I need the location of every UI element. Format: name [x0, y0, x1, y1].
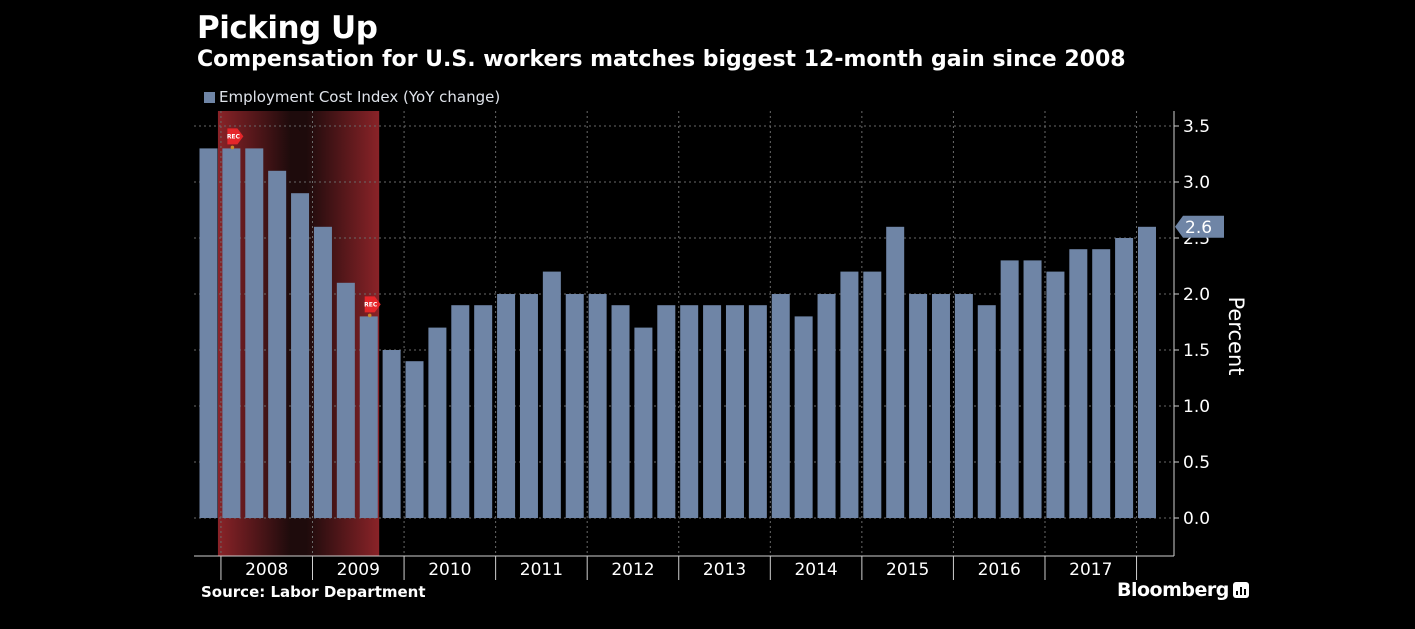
- bar: [222, 148, 241, 518]
- bar: [1046, 271, 1065, 518]
- bar: [588, 294, 607, 518]
- y-tick-label: 0.0: [1183, 509, 1210, 529]
- bar: [886, 226, 905, 519]
- bar: [863, 271, 882, 518]
- bar: [703, 305, 722, 518]
- y-tick-label: 1.5: [1183, 341, 1210, 361]
- legend: Employment Cost Index (YoY change): [204, 88, 500, 106]
- bar: [748, 305, 767, 518]
- bar: [977, 305, 996, 518]
- last-value-badge: [1175, 215, 1224, 238]
- bar: [565, 294, 584, 518]
- x-tick-label: 2014: [794, 560, 837, 580]
- source-note: Source: Labor Department: [201, 583, 426, 601]
- last-value-callout: 2.6: [1175, 215, 1224, 238]
- x-tick-label: 2013: [703, 560, 746, 580]
- y-tick-label: 0.5: [1183, 453, 1210, 473]
- recession-marker-flag: [364, 296, 381, 313]
- bar: [359, 316, 378, 518]
- bar: [474, 305, 493, 518]
- legend-label: Employment Cost Index (YoY change): [219, 88, 501, 106]
- brand-name: Bloomberg: [1117, 579, 1229, 601]
- bar: [657, 305, 676, 518]
- bar: [840, 271, 859, 518]
- bar: [1000, 260, 1019, 518]
- x-tick-label: 2008: [245, 560, 288, 580]
- recession-marker-dot: [230, 145, 235, 150]
- bloomberg-logo: Bloomberg: [1117, 579, 1249, 601]
- bar: [931, 294, 950, 518]
- x-tick-label: 2011: [520, 560, 563, 580]
- bar: [725, 305, 744, 518]
- bar: [817, 294, 836, 518]
- recession-marker-label: REC: [227, 133, 241, 140]
- recession-end-marker: REC: [364, 296, 381, 318]
- bar: [1115, 238, 1134, 518]
- x-tick-label: 2017: [1069, 560, 1112, 580]
- bar: [336, 282, 355, 518]
- recession-start-marker: REC: [227, 128, 244, 150]
- bar: [954, 294, 973, 518]
- bar: [771, 294, 790, 518]
- bar: [634, 327, 653, 518]
- recession-marker-dot: [367, 313, 372, 318]
- recession-marker-flag: [227, 128, 244, 145]
- y-axis-title: Percent: [1224, 296, 1248, 375]
- x-tick-label: 2010: [428, 560, 471, 580]
- x-tick-label: 2012: [611, 560, 654, 580]
- bar: [268, 170, 287, 519]
- bar: [1069, 249, 1088, 518]
- y-tick-label: 3.0: [1183, 173, 1210, 193]
- y-tick-label: 3.5: [1183, 117, 1210, 137]
- bar: [519, 294, 538, 518]
- recession-marker-label: REC: [364, 301, 378, 308]
- chart-subtitle: Compensation for U.S. workers matches bi…: [197, 47, 1126, 72]
- bar: [382, 350, 401, 518]
- bar: [199, 148, 218, 518]
- bar: [1137, 226, 1156, 519]
- bar: [680, 305, 699, 518]
- bar: [542, 271, 561, 518]
- bar: [497, 294, 516, 518]
- bar: [428, 327, 447, 518]
- last-value-text: 2.6: [1185, 218, 1212, 238]
- y-tick-label: 1.0: [1183, 397, 1210, 417]
- legend-swatch: [204, 91, 215, 103]
- bar: [611, 305, 630, 518]
- bar: [451, 305, 470, 518]
- y-tick-label: 2.0: [1183, 285, 1210, 305]
- bar: [1092, 249, 1111, 518]
- x-tick-label: 2009: [337, 560, 380, 580]
- bar: [291, 193, 310, 518]
- bar: [1023, 260, 1042, 518]
- bar: [313, 226, 332, 519]
- bar: [909, 294, 928, 518]
- bloomberg-terminal-icon: [1232, 582, 1249, 598]
- x-tick-label: 2016: [978, 560, 1021, 580]
- bar: [405, 361, 424, 518]
- bar: [245, 148, 264, 518]
- bar: [794, 316, 813, 518]
- x-tick-label: 2015: [886, 560, 929, 580]
- chart-title: Picking Up: [197, 10, 378, 46]
